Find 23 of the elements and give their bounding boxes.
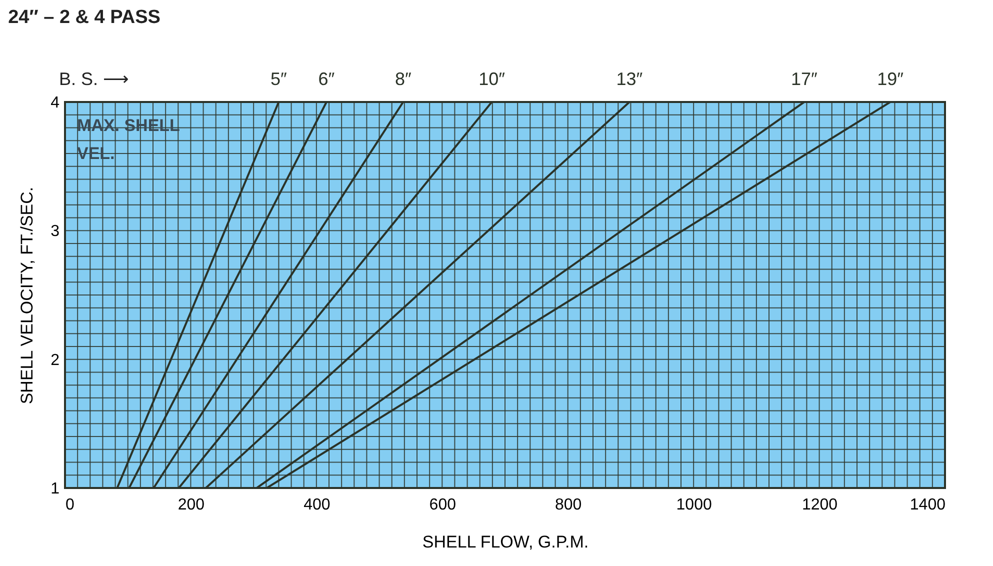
text: B. S. ⟶ bbox=[59, 69, 130, 89]
x-tick-label: 600 bbox=[429, 496, 456, 514]
x-tick-label: 200 bbox=[178, 496, 205, 514]
x-tick-label: 1000 bbox=[676, 496, 712, 514]
series-label: 19″ bbox=[877, 69, 904, 89]
series-label: 13″ bbox=[616, 69, 644, 89]
series-label: 10″ bbox=[478, 69, 506, 89]
series-label: 17″ bbox=[790, 69, 818, 89]
x-tick-label: 1200 bbox=[802, 496, 838, 514]
x-tick-label: 800 bbox=[555, 496, 582, 514]
series-label: 5″ bbox=[270, 69, 288, 89]
x-axis-title: SHELL FLOW, G.P.M. bbox=[422, 532, 589, 552]
x-tick-label: 0 bbox=[66, 496, 74, 514]
x-tick-label: 400 bbox=[304, 496, 330, 514]
y-tick-label: 1 bbox=[50, 480, 60, 498]
series-label: 8″ bbox=[394, 69, 412, 89]
y-axis-title: SHELL VELOCITY, FT./SEC. bbox=[18, 186, 37, 404]
chart-title: 24″ – 2 & 4 PASS bbox=[8, 7, 160, 28]
series-label: 6″ bbox=[318, 69, 336, 89]
y-tick-label: 2 bbox=[50, 352, 60, 369]
x-tick-label: 1400 bbox=[910, 496, 946, 514]
y-tick-label: 3 bbox=[50, 223, 60, 240]
y-tick-label: 4 bbox=[50, 94, 60, 112]
